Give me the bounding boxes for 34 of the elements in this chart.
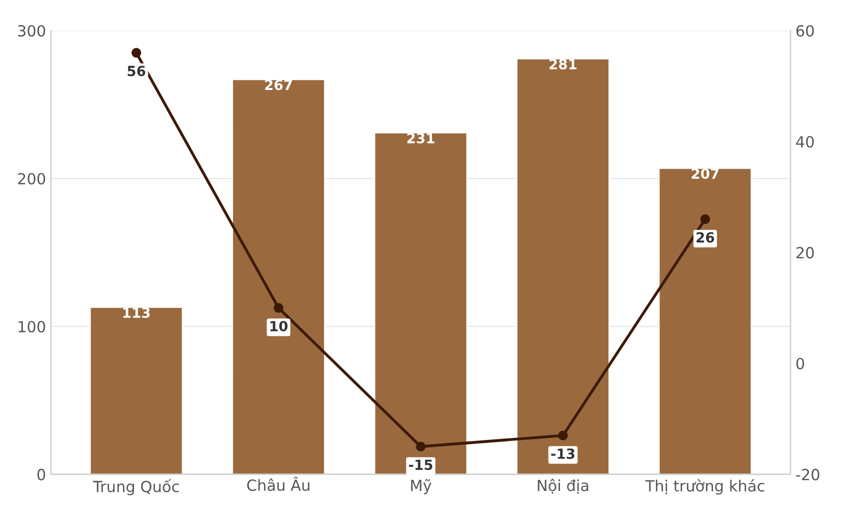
- data-label: 207: [692, 168, 719, 179]
- point: [274, 303, 284, 313]
- bar: [89, 306, 184, 474]
- y2-tick-label: 60: [796, 25, 814, 37]
- data-label: 113: [123, 307, 150, 318]
- point: [558, 430, 568, 440]
- bar: [516, 58, 610, 474]
- x-tick-label: Thị trường khác: [645, 479, 764, 495]
- data-label: 267: [265, 80, 292, 90]
- data-label: 56: [128, 66, 146, 76]
- data-label: -15: [408, 460, 432, 470]
- point: [700, 214, 710, 224]
- y2-tick-label: 0: [796, 358, 804, 370]
- data-label: -13: [551, 448, 574, 459]
- y-tick-label: 300: [18, 25, 46, 37]
- x-tick-label: Nội địa: [538, 478, 588, 494]
- y2-tick-label: 20: [796, 246, 814, 258]
- bar: [658, 167, 752, 474]
- data-label: 231: [407, 132, 434, 144]
- data-label: 281: [550, 58, 577, 70]
- bar: [232, 78, 326, 474]
- y-tick-label: 0: [37, 468, 46, 480]
- data-label: 10: [270, 320, 288, 332]
- bar: [374, 132, 468, 474]
- y2-tick-label: -20: [796, 468, 820, 480]
- y-tick-label: 200: [18, 172, 46, 185]
- y-tick-label: 100: [18, 320, 46, 332]
- point: [131, 48, 142, 58]
- x-tick-label: Châu Âu: [247, 476, 310, 491]
- y2-tick-label: 40: [796, 136, 814, 148]
- x-tick-label: Mỹ: [411, 479, 432, 494]
- point: [416, 442, 426, 452]
- data-label: 26: [696, 232, 714, 243]
- x-tick-label: Trung Quốc: [92, 479, 179, 496]
